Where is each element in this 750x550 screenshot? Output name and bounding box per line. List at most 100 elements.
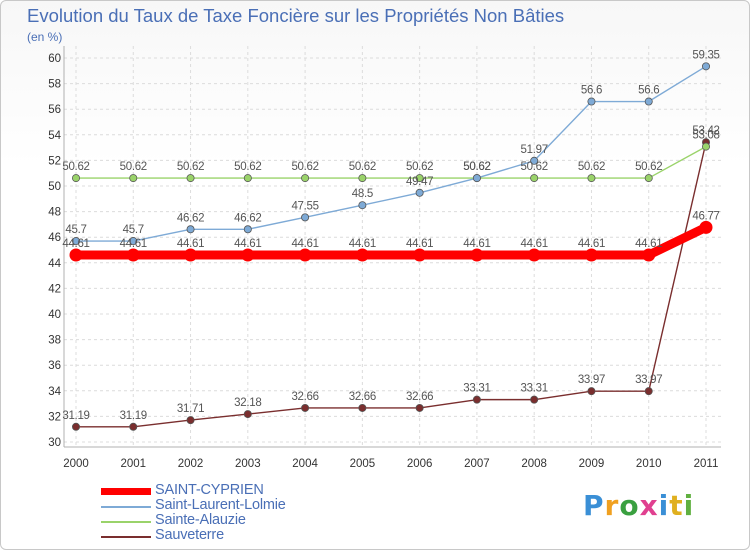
logo-letter: r <box>604 489 620 522</box>
series-line-saint-cyprien <box>71 222 711 260</box>
point-saint-cyprien-2008 <box>527 248 541 262</box>
y-tick-label-60: 60 <box>48 53 61 65</box>
data-label-saint-cyprien-2001: 44.61 <box>120 238 147 250</box>
point-sainte-alauzie-2000 <box>72 174 81 183</box>
data-label-saint-laurent-lolmie-2005: 48.5 <box>352 188 373 200</box>
data-label-saint-cyprien-2006: 44.61 <box>406 238 433 250</box>
x-tick-label-2007: 2007 <box>464 458 490 470</box>
logo-letter: x <box>639 489 659 522</box>
point-saint-cyprien-2003 <box>241 248 255 262</box>
series-line-saint-laurent-lolmie <box>75 65 707 242</box>
y-tick-label-52: 52 <box>48 155 61 167</box>
data-label-saint-laurent-lolmie-2008: 51.97 <box>521 144 548 156</box>
legend-swatch-sainte-alauzie <box>101 521 151 523</box>
data-label-sauveterre-2000: 31.19 <box>62 410 89 422</box>
data-label-sainte-alauzie-2009: 50.62 <box>578 161 605 173</box>
point-sauveterre-2000 <box>72 422 81 431</box>
proxiti-logo: Proxiti <box>583 489 694 522</box>
legend-label-sainte-alauzie: Sainte-Alauzie <box>155 512 246 528</box>
point-sauveterre-2009 <box>587 387 596 396</box>
point-sainte-alauzie-2004 <box>301 174 310 183</box>
data-label-saint-cyprien-2007: 44.61 <box>463 238 490 250</box>
point-saint-cyprien-2000 <box>69 248 83 262</box>
data-label-saint-laurent-lolmie-2009: 56.6 <box>581 85 602 97</box>
logo-letter: o <box>619 489 640 522</box>
point-saint-cyprien-2006 <box>413 248 427 262</box>
data-label-sainte-alauzie-2003: 50.62 <box>234 161 261 173</box>
point-saint-cyprien-2011 <box>699 220 713 234</box>
x-tick-label-2009: 2009 <box>579 458 605 470</box>
point-saint-cyprien-2002 <box>184 248 198 262</box>
point-sainte-alauzie-2003 <box>243 174 252 183</box>
data-label-sainte-alauzie-2002: 50.62 <box>177 161 204 173</box>
point-sainte-alauzie-2001 <box>129 174 138 183</box>
data-label-sauveterre-2008: 33.31 <box>521 383 548 395</box>
point-sauveterre-2010 <box>644 387 653 396</box>
data-label-sainte-alauzie-2006: 50.62 <box>406 161 433 173</box>
point-sauveterre-2005 <box>358 403 367 412</box>
x-tick-label-2008: 2008 <box>521 458 547 470</box>
point-saint-laurent-lolmie-2007 <box>472 174 481 183</box>
point-sauveterre-2007 <box>472 395 481 404</box>
legend-swatch-saint-laurent-lolmie <box>101 506 151 508</box>
data-label-saint-laurent-lolmie-2004: 47.55 <box>291 200 318 212</box>
data-label-saint-cyprien-2011: 46.77 <box>692 210 719 222</box>
point-sauveterre-2008 <box>530 395 539 404</box>
data-label-saint-cyprien-2009: 44.61 <box>578 238 605 250</box>
point-sainte-alauzie-2006 <box>415 174 424 183</box>
y-tick-label-32: 32 <box>48 411 61 423</box>
point-sauveterre-2001 <box>129 422 138 431</box>
y-tick-label-40: 40 <box>48 309 61 321</box>
data-label-saint-laurent-lolmie-2007: 50.62 <box>463 161 490 173</box>
point-sainte-alauzie-2005 <box>358 174 367 183</box>
point-saint-laurent-lolmie-2001 <box>129 237 138 246</box>
data-label-saint-cyprien-2003: 44.61 <box>234 238 261 250</box>
data-label-sainte-alauzie-2011: 53.08 <box>692 130 719 142</box>
point-saint-laurent-lolmie-2008 <box>530 156 539 165</box>
legend-label-sauveterre: Sauveterre <box>155 527 224 543</box>
data-label-sauveterre-2006: 32.66 <box>406 391 433 403</box>
y-tick-label-54: 54 <box>48 130 61 142</box>
y-tick-label-36: 36 <box>48 360 61 372</box>
point-saint-laurent-lolmie-2003 <box>243 225 252 234</box>
x-tick-label-2004: 2004 <box>292 458 318 470</box>
data-label-sainte-alauzie-2004: 50.62 <box>291 161 318 173</box>
grid-layer <box>64 46 721 447</box>
data-label-saint-cyprien-2004: 44.61 <box>291 238 318 250</box>
data-label-saint-cyprien-2000: 44.61 <box>62 238 89 250</box>
x-tick-label-2000: 2000 <box>63 458 89 470</box>
point-saint-laurent-lolmie-2009 <box>587 97 596 106</box>
legend-label-saint-cyprien: SAINT-CYPRIEN <box>155 482 264 498</box>
point-sainte-alauzie-2002 <box>186 174 195 183</box>
point-saint-cyprien-2004 <box>298 248 312 262</box>
x-tick-label-2003: 2003 <box>235 458 261 470</box>
point-saint-cyprien-2001 <box>126 248 140 262</box>
data-label-sauveterre-2005: 32.66 <box>349 391 376 403</box>
data-label-sainte-alauzie-2000: 50.62 <box>62 161 89 173</box>
chart-title: Evolution du Taux de Taxe Foncière sur l… <box>27 5 565 26</box>
point-sainte-alauzie-2008 <box>530 174 539 183</box>
label-layer: 44.61 44.61 44.61 44.61 44.61 44.61 44.61 44.61… <box>62 49 720 422</box>
data-label-saint-laurent-lolmie-2006: 49.47 <box>406 176 433 188</box>
data-label-sauveterre-2010: 33.97 <box>635 374 662 386</box>
series-layer <box>69 62 713 431</box>
data-label-saint-laurent-lolmie-2002: 46.62 <box>177 212 204 224</box>
point-saint-cyprien-2007 <box>470 248 484 262</box>
point-saint-laurent-lolmie-2006 <box>415 188 424 197</box>
data-label-sauveterre-2004: 32.66 <box>291 391 318 403</box>
point-sauveterre-2003 <box>243 410 252 419</box>
point-sauveterre-2006 <box>415 403 424 412</box>
y-tick-label-48: 48 <box>48 207 61 219</box>
point-saint-laurent-lolmie-2002 <box>186 225 195 234</box>
data-label-sainte-alauzie-2008: 50.62 <box>521 161 548 173</box>
y-tick-label-30: 30 <box>48 437 61 449</box>
data-label-sauveterre-2009: 33.97 <box>578 374 605 386</box>
data-label-saint-cyprien-2005: 44.61 <box>349 238 376 250</box>
data-label-saint-laurent-lolmie-2010: 56.6 <box>638 85 659 97</box>
point-sainte-alauzie-2009 <box>587 174 596 183</box>
point-saint-cyprien-2009 <box>584 248 598 262</box>
data-label-saint-cyprien-2008: 44.61 <box>521 238 548 250</box>
series-line-sauveterre <box>75 141 707 428</box>
point-saint-laurent-lolmie-2010 <box>644 97 653 106</box>
